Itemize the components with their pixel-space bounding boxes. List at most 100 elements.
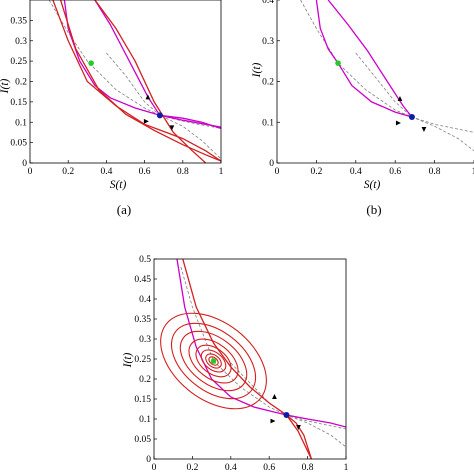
panel-a: 0 0.2 0.4 0.6 0.8 1 0 0.05 0.1 0.15 0.2 0.25 0.3 0.35…	[0, 0, 224, 217]
x-tick-label: 0.8	[177, 167, 189, 177]
y-tick-label: 0.4	[139, 295, 151, 305]
panel-b-ylabel: I(t)	[251, 62, 263, 78]
y-tick-label: 0.25	[10, 57, 27, 67]
y-tick-label: 0.15	[134, 395, 151, 405]
trajectory-4	[286, 414, 313, 459]
trajectory-3	[315, 0, 413, 118]
spiral-loop-0	[160, 312, 267, 410]
panel-b: 0 0.2 0.4 0.6 0.8 1 0 0.1 0.2 0.3 0.4 S(t) I(t) (b…	[251, 0, 474, 217]
y-tick-label: 0.3	[262, 37, 274, 47]
x-tick-label: 0.4	[100, 167, 112, 177]
x-tick-label: 0	[28, 167, 33, 177]
guide-curve-1	[355, 52, 474, 133]
focus-point	[88, 60, 94, 66]
x-tick-label: 0.2	[186, 463, 198, 473]
trajectory-6	[59, 0, 221, 162]
spiral-loop-4	[195, 344, 232, 378]
y-tick-label: 0.3	[15, 37, 27, 47]
y-tick-label: 0.1	[15, 118, 27, 128]
direction-arrow-2	[395, 120, 401, 126]
y-tick-label: 0.05	[10, 139, 27, 149]
spiral-loop-3	[188, 338, 239, 384]
direction-arrow-0	[397, 95, 403, 101]
panel-b-plot-area	[300, 0, 474, 152]
y-tick-label: 0.2	[262, 78, 274, 88]
panel-a-caption: (a)	[117, 202, 131, 217]
x-tick-label: 0.6	[389, 167, 401, 177]
trajectory-4	[159, 114, 221, 130]
y-tick-label: 0.45	[134, 275, 151, 285]
x-tick-label: 1	[219, 167, 224, 177]
panel-b-frame	[276, 0, 474, 164]
panel-c-ylabel: I(t)	[122, 352, 134, 368]
x-tick-label: 1	[344, 463, 349, 473]
panel-a-frame	[29, 0, 222, 164]
y-tick-label: 0.25	[134, 355, 151, 365]
y-tick-label: 0.15	[10, 98, 27, 108]
saddle-point	[408, 113, 415, 120]
direction-arrow-1	[296, 425, 301, 430]
x-tick-label: 0	[152, 463, 157, 473]
panel-a-xlabel: S(t)	[110, 179, 127, 191]
direction-arrow-1	[169, 125, 175, 131]
y-tick-label: 0.1	[262, 118, 274, 128]
y-tick-label: 0.2	[15, 78, 27, 88]
x-tick-label: 0.4	[225, 463, 237, 473]
spiral-loop-2	[179, 330, 248, 392]
focus-point	[210, 358, 217, 364]
direction-arrow-2	[270, 418, 276, 424]
x-tick-label: 0.2	[310, 167, 322, 177]
spiral-loop-5	[200, 349, 227, 373]
trajectory-7	[94, 0, 207, 163]
panel-c: 0 0.2 0.4 0.6 0.8 1 0 0.05 0.1 0.15 0.2 0.25 0.3 0.35…	[122, 255, 349, 473]
x-tick-label: 0.2	[62, 167, 74, 177]
x-tick-label: 1	[472, 167, 474, 177]
y-tick-label: 0.35	[10, 16, 27, 26]
trajectory-3	[182, 259, 312, 459]
panel-b-xlabel: S(t)	[364, 179, 381, 191]
y-tick-label: 0.3	[139, 335, 151, 345]
y-tick-label: 0.5	[139, 255, 151, 265]
guide-curve-0	[300, 0, 474, 152]
panel-a-plot-area	[48, 0, 221, 163]
focus-point	[335, 60, 341, 66]
guide-curve-0	[48, 0, 221, 160]
panel-c-plot-area	[160, 259, 346, 459]
panel-c-ticks: 0 0.2 0.4 0.6 0.8 1 0 0.05 0.1 0.15 0.2 0.25 0.3 0.35…	[134, 255, 348, 473]
direction-arrow-0	[272, 394, 277, 399]
y-tick-label: 0.2	[139, 375, 151, 385]
x-tick-label: 0	[275, 167, 280, 177]
y-tick-label: 0.1	[139, 415, 151, 425]
panel-a-ticks: 0 0.2 0.4 0.6 0.8 1 0 0.05 0.1 0.15 0.2 0.25 0.3 0.35	[10, 16, 223, 177]
x-tick-label: 0.6	[263, 463, 275, 473]
x-tick-label: 0.6	[139, 167, 151, 177]
trajectory-5	[52, 0, 221, 162]
y-tick-label: 0.35	[134, 315, 151, 325]
direction-arrow-2	[143, 118, 149, 124]
trajectory-3	[63, 0, 161, 116]
direction-arrow-0	[145, 94, 151, 100]
direction-arrow-1	[421, 126, 427, 132]
y-tick-label: 0.4	[262, 0, 274, 6]
panel-a-ylabel: I(t)	[0, 78, 11, 94]
y-tick-label: 0	[146, 455, 151, 465]
spiral-loop-7	[208, 356, 219, 366]
trajectory-2	[94, 0, 221, 128]
y-tick-label: 0.05	[134, 435, 151, 445]
guide-curve-1	[230, 362, 346, 430]
spiral-loop-6	[205, 353, 222, 369]
x-tick-label: 0.4	[350, 167, 362, 177]
saddle-point	[156, 112, 163, 119]
x-tick-label: 0.8	[302, 463, 314, 473]
trajectory-2	[176, 259, 346, 428]
saddle-point	[283, 412, 290, 418]
panel-b-ticks: 0 0.2 0.4 0.6 0.8 1 0 0.1 0.2 0.3 0.4	[262, 0, 474, 177]
y-tick-label: 0	[22, 159, 27, 169]
spiral-loop-1	[170, 322, 257, 400]
trajectory-2	[327, 0, 413, 118]
y-tick-label: 0	[269, 159, 274, 169]
guide-curve-0	[180, 266, 346, 448]
panel-b-caption: (b)	[366, 202, 381, 217]
x-tick-label: 0.8	[429, 167, 441, 177]
